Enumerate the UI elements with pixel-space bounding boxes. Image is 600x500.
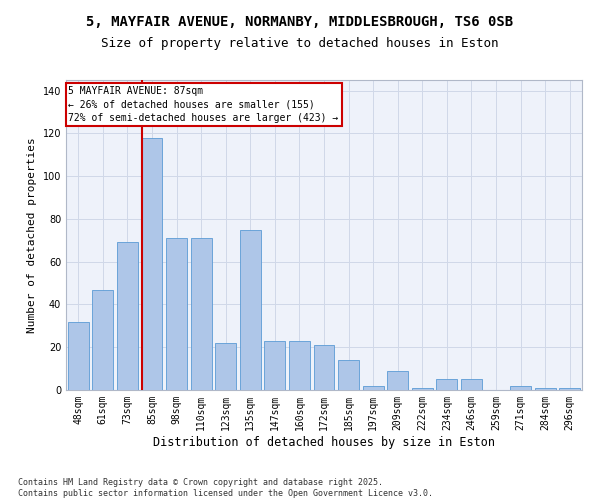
Bar [362, 386, 383, 390]
Bar [436, 380, 457, 390]
Bar [117, 242, 138, 390]
Text: Contains HM Land Registry data © Crown copyright and database right 2025.
Contai: Contains HM Land Registry data © Crown c… [18, 478, 433, 498]
Bar [166, 238, 187, 390]
Bar [92, 290, 113, 390]
X-axis label: Distribution of detached houses by size in Eston: Distribution of detached houses by size … [153, 436, 495, 448]
Bar [338, 360, 359, 390]
Bar [265, 341, 286, 390]
Bar [215, 343, 236, 390]
Text: 5 MAYFAIR AVENUE: 87sqm
← 26% of detached houses are smaller (155)
72% of semi-d: 5 MAYFAIR AVENUE: 87sqm ← 26% of detache… [68, 86, 339, 123]
Text: 5, MAYFAIR AVENUE, NORMANBY, MIDDLESBROUGH, TS6 0SB: 5, MAYFAIR AVENUE, NORMANBY, MIDDLESBROU… [86, 15, 514, 29]
Bar [240, 230, 261, 390]
Bar [412, 388, 433, 390]
Bar [191, 238, 212, 390]
Bar [535, 388, 556, 390]
Bar [142, 138, 163, 390]
Text: Size of property relative to detached houses in Eston: Size of property relative to detached ho… [101, 38, 499, 51]
Bar [387, 371, 408, 390]
Y-axis label: Number of detached properties: Number of detached properties [27, 137, 37, 333]
Bar [289, 341, 310, 390]
Bar [314, 345, 334, 390]
Bar [461, 380, 482, 390]
Bar [510, 386, 531, 390]
Bar [68, 322, 89, 390]
Bar [559, 388, 580, 390]
